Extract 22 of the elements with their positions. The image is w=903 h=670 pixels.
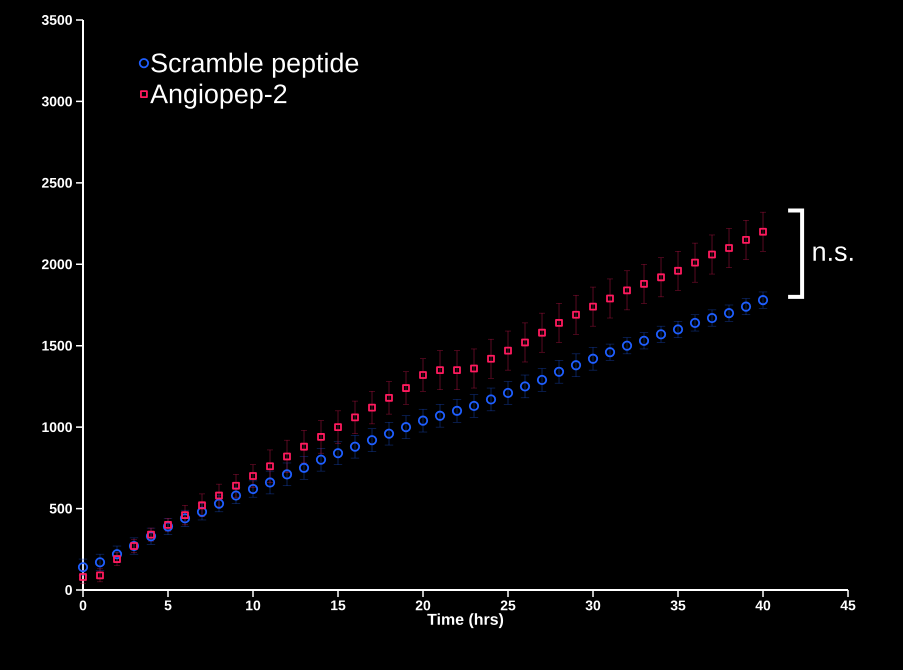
y-tick-label: 500 bbox=[50, 504, 72, 514]
annotation: n.s. bbox=[813, 246, 853, 262]
x-tick-label: 15 bbox=[331, 600, 346, 610]
y-tick-label: 3000 bbox=[42, 96, 72, 106]
x-tick-label: 45 bbox=[840, 600, 856, 610]
x-axis-title: Time (hrs) bbox=[427, 613, 504, 628]
y-tick-label: 2000 bbox=[42, 259, 72, 270]
y-tick-label: 1000 bbox=[42, 422, 72, 432]
x-tick-label: 40 bbox=[755, 600, 770, 610]
x-tick-label: 0 bbox=[80, 600, 86, 610]
y-tick-label: 1500 bbox=[42, 340, 72, 351]
x-tick-label: 20 bbox=[416, 600, 430, 610]
x-tick-label: 30 bbox=[586, 600, 600, 610]
x-tick-label: 10 bbox=[246, 600, 260, 610]
y-tick-label: 2500 bbox=[42, 178, 72, 188]
x-tick-label: 5 bbox=[164, 600, 172, 610]
legend-label: Scramble peptide bbox=[151, 52, 358, 78]
x-tick-label: 35 bbox=[670, 600, 686, 610]
y-tick-label: 0 bbox=[65, 585, 72, 595]
x-tick-label: 25 bbox=[500, 600, 516, 610]
legend-label: Angiopep-2 bbox=[150, 84, 286, 109]
y-tick-label: 3500 bbox=[42, 15, 72, 25]
